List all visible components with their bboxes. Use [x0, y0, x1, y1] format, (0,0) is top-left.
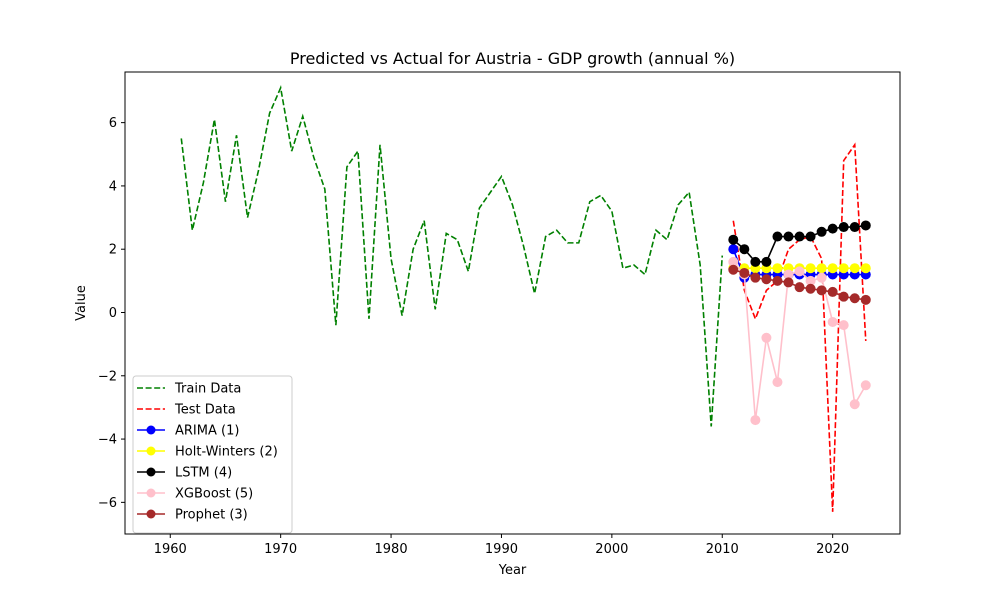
- x-tick-label: 1990: [485, 542, 518, 557]
- x-tick-label: 2020: [816, 542, 849, 557]
- data-point-xgboost-5: [849, 399, 860, 410]
- y-tick-label: 2: [109, 243, 117, 258]
- legend-label: LSTM (4): [175, 466, 232, 481]
- data-point-holt-winters-2: [860, 263, 871, 274]
- y-axis-title: Value: [74, 285, 89, 321]
- data-point-lstm-4: [761, 256, 772, 267]
- data-point-xgboost-5: [761, 332, 772, 343]
- data-point-lstm-4: [783, 231, 794, 242]
- data-point-xgboost-5: [750, 415, 761, 426]
- legend-marker: [146, 488, 156, 498]
- legend-marker: [146, 446, 156, 456]
- data-point-xgboost-5: [816, 272, 827, 283]
- data-point-lstm-4: [739, 244, 750, 255]
- legend-label: Train Data: [174, 382, 241, 397]
- legend-marker: [146, 509, 156, 519]
- legend-marker: [146, 467, 156, 477]
- data-point-holt-winters-2: [816, 263, 827, 274]
- data-point-lstm-4: [750, 256, 761, 267]
- x-tick-label: 2010: [706, 542, 739, 557]
- data-point-prophet-3: [794, 282, 805, 293]
- y-tick-label: −6: [98, 496, 117, 511]
- data-point-xgboost-5: [838, 320, 849, 331]
- data-point-prophet-3: [805, 283, 816, 294]
- data-point-xgboost-5: [827, 316, 838, 327]
- data-point-prophet-3: [860, 294, 871, 305]
- data-point-holt-winters-2: [805, 263, 816, 274]
- x-tick-label: 2000: [595, 542, 628, 557]
- data-point-lstm-4: [805, 231, 816, 242]
- data-point-xgboost-5: [794, 266, 805, 277]
- series-line-train-data: [180, 85, 724, 427]
- x-tick-label: 1960: [154, 542, 187, 557]
- y-tick-label: 0: [109, 306, 117, 321]
- data-point-prophet-3: [750, 272, 761, 283]
- data-point-prophet-3: [783, 277, 794, 288]
- y-tick-label: 4: [109, 179, 117, 194]
- data-point-prophet-3: [827, 286, 838, 297]
- chart-title: Predicted vs Actual for Austria - GDP gr…: [290, 49, 735, 68]
- data-point-lstm-4: [838, 222, 849, 233]
- y-tick-label: 6: [109, 116, 117, 131]
- plot-area: [180, 85, 871, 512]
- legend-label: XGBoost (5): [175, 487, 253, 502]
- data-point-lstm-4: [794, 231, 805, 242]
- x-axis-title: Year: [498, 563, 527, 578]
- data-point-prophet-3: [739, 267, 750, 278]
- legend-marker: [146, 425, 156, 435]
- data-point-arima-1: [728, 244, 739, 255]
- data-point-holt-winters-2: [849, 263, 860, 274]
- legend: Train Data Test Data ARIMA (1) Holt-Winters…: [132, 375, 293, 534]
- data-point-holt-winters-2: [772, 263, 783, 274]
- data-point-lstm-4: [827, 223, 838, 234]
- data-point-lstm-4: [728, 234, 739, 245]
- legend-box: [132, 375, 293, 534]
- data-point-prophet-3: [728, 264, 739, 275]
- data-point-prophet-3: [838, 291, 849, 302]
- data-point-xgboost-5: [772, 377, 783, 388]
- legend-label: Holt-Winters (2): [175, 445, 278, 460]
- data-point-lstm-4: [860, 220, 871, 231]
- legend-label: Test Data: [174, 403, 236, 418]
- data-point-lstm-4: [772, 231, 783, 242]
- data-point-prophet-3: [772, 275, 783, 286]
- y-tick-label: −2: [98, 369, 117, 384]
- data-point-holt-winters-2: [838, 263, 849, 274]
- plot-frame: [124, 71, 901, 535]
- data-point-prophet-3: [816, 285, 827, 296]
- data-point-xgboost-5: [860, 380, 871, 391]
- x-tick-label: 1970: [264, 542, 297, 557]
- x-tick-label: 1980: [375, 542, 408, 557]
- y-tick-label: −4: [98, 433, 117, 448]
- data-point-holt-winters-2: [827, 263, 838, 274]
- legend-label: Prophet (3): [175, 508, 248, 523]
- data-point-lstm-4: [849, 222, 860, 233]
- data-point-prophet-3: [761, 274, 772, 285]
- data-point-lstm-4: [816, 226, 827, 237]
- data-point-prophet-3: [849, 293, 860, 304]
- legend-label: ARIMA (1): [175, 424, 239, 439]
